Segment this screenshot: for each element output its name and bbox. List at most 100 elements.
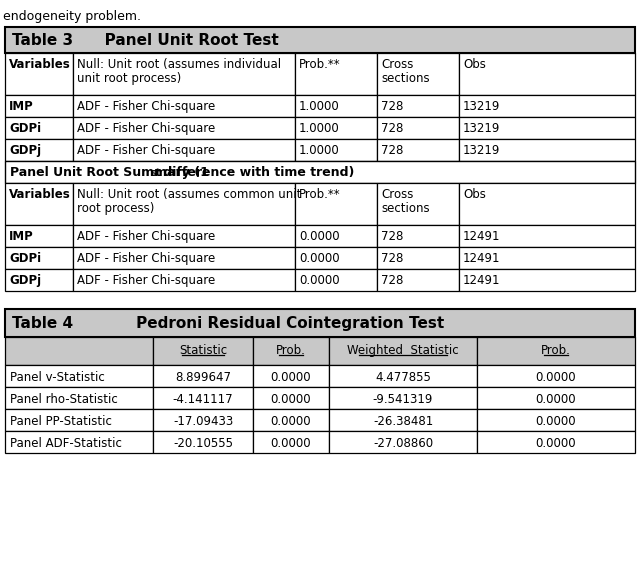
Text: 0.0000: 0.0000 — [271, 371, 311, 384]
Text: Prob.**: Prob.** — [299, 58, 341, 71]
Text: Weighted  Statistic: Weighted Statistic — [347, 344, 459, 357]
Bar — [295, 225, 377, 247]
Bar — [73, 53, 295, 95]
Text: Variables: Variables — [9, 58, 71, 71]
Bar — [477, 337, 635, 365]
Text: Null: Unit root (assumes individual: Null: Unit root (assumes individual — [77, 58, 281, 71]
Bar — [5, 269, 73, 291]
Text: 12491: 12491 — [463, 274, 501, 287]
Text: -9.541319: -9.541319 — [373, 393, 433, 406]
Bar — [5, 161, 635, 183]
Bar — [459, 225, 635, 247]
Text: 0.0000: 0.0000 — [535, 371, 577, 384]
Bar — [5, 95, 73, 117]
Bar — [73, 95, 295, 117]
Bar — [377, 183, 459, 225]
Text: -26.38481: -26.38481 — [373, 415, 433, 428]
Bar — [459, 53, 635, 95]
Text: unit root process): unit root process) — [77, 72, 181, 85]
Text: Statistic: Statistic — [179, 344, 227, 357]
Text: 0.0000: 0.0000 — [299, 230, 340, 243]
Bar — [377, 95, 459, 117]
Bar — [153, 409, 253, 431]
Bar — [459, 95, 635, 117]
Text: 728: 728 — [381, 252, 403, 265]
Text: GDPi: GDPi — [9, 122, 41, 135]
Bar — [329, 409, 477, 431]
Text: ADF - Fisher Chi-square: ADF - Fisher Chi-square — [77, 230, 215, 243]
Text: -17.09433: -17.09433 — [173, 415, 233, 428]
Bar — [5, 365, 153, 387]
Bar — [477, 365, 635, 387]
Text: GDPj: GDPj — [9, 144, 41, 157]
Bar — [377, 117, 459, 139]
Text: 12491: 12491 — [463, 252, 501, 265]
Bar — [5, 183, 73, 225]
Text: Panel Unit Root Summary (1: Panel Unit Root Summary (1 — [10, 166, 209, 179]
Text: 0.0000: 0.0000 — [271, 437, 311, 450]
Text: 0.0000: 0.0000 — [535, 437, 577, 450]
Bar — [377, 139, 459, 161]
Bar — [5, 431, 153, 453]
Text: 728: 728 — [381, 122, 403, 135]
Bar — [459, 247, 635, 269]
Text: -4.141117: -4.141117 — [173, 393, 233, 406]
Bar — [153, 431, 253, 453]
Text: 0.0000: 0.0000 — [299, 252, 340, 265]
Bar — [477, 431, 635, 453]
Bar — [459, 139, 635, 161]
Bar — [295, 183, 377, 225]
Text: 4.477855: 4.477855 — [375, 371, 431, 384]
Bar — [5, 337, 153, 365]
Text: 728: 728 — [381, 274, 403, 287]
Text: 12491: 12491 — [463, 230, 501, 243]
Text: Variables: Variables — [9, 188, 71, 201]
Bar — [295, 247, 377, 269]
Bar — [5, 53, 73, 95]
Text: root process): root process) — [77, 202, 154, 215]
Text: Cross: Cross — [381, 188, 413, 201]
Text: ADF - Fisher Chi-square: ADF - Fisher Chi-square — [77, 122, 215, 135]
Text: 8.899647: 8.899647 — [175, 371, 231, 384]
Bar — [295, 269, 377, 291]
Text: IMP: IMP — [9, 230, 34, 243]
Bar — [73, 139, 295, 161]
Bar — [459, 269, 635, 291]
Text: 0.0000: 0.0000 — [271, 393, 311, 406]
Bar — [459, 117, 635, 139]
Text: GDPi: GDPi — [9, 252, 41, 265]
Text: 0.0000: 0.0000 — [271, 415, 311, 428]
Text: 1.0000: 1.0000 — [299, 122, 340, 135]
Bar — [5, 387, 153, 409]
Bar — [295, 117, 377, 139]
Bar — [5, 225, 73, 247]
Text: Obs: Obs — [463, 58, 486, 71]
Bar — [5, 409, 153, 431]
Text: Panel PP-Statistic: Panel PP-Statistic — [10, 415, 112, 428]
Text: Panel v-Statistic: Panel v-Statistic — [10, 371, 105, 384]
Bar — [5, 247, 73, 269]
Bar — [377, 269, 459, 291]
Text: 13219: 13219 — [463, 122, 500, 135]
Text: Obs: Obs — [463, 188, 486, 201]
Bar — [5, 139, 73, 161]
Text: Prob.**: Prob.** — [299, 188, 341, 201]
Bar — [253, 431, 329, 453]
Text: ADF - Fisher Chi-square: ADF - Fisher Chi-square — [77, 100, 215, 113]
Text: 728: 728 — [381, 230, 403, 243]
Text: -20.10555: -20.10555 — [173, 437, 233, 450]
Text: Panel ADF-Statistic: Panel ADF-Statistic — [10, 437, 122, 450]
Text: IMP: IMP — [9, 100, 34, 113]
Bar — [253, 409, 329, 431]
Text: 1.0000: 1.0000 — [299, 144, 340, 157]
Bar — [329, 431, 477, 453]
Bar — [153, 387, 253, 409]
Text: 13219: 13219 — [463, 144, 500, 157]
Bar — [253, 387, 329, 409]
Bar — [73, 183, 295, 225]
Bar — [5, 117, 73, 139]
Text: 0.0000: 0.0000 — [299, 274, 340, 287]
Text: Cross: Cross — [381, 58, 413, 71]
Bar — [377, 247, 459, 269]
Bar — [329, 337, 477, 365]
